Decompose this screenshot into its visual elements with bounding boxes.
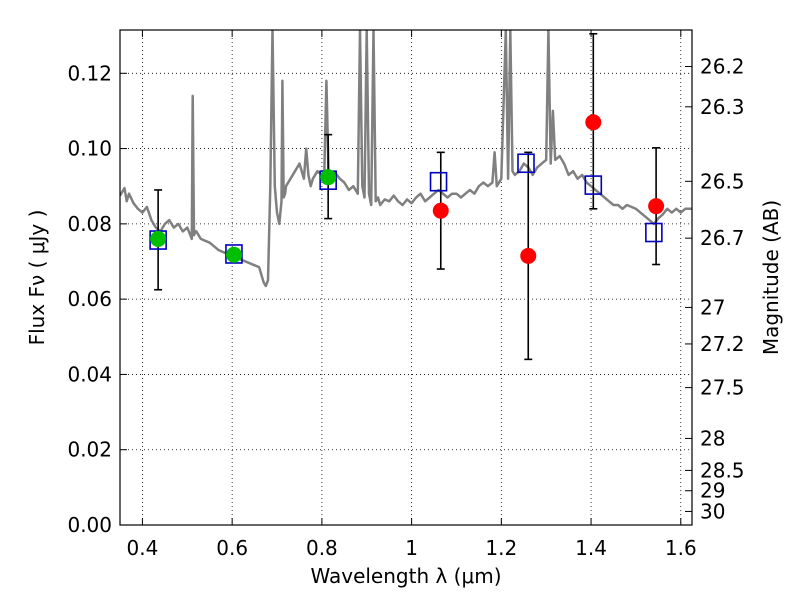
model-square-marker — [429, 171, 448, 192]
right-tick-label: 26.5 — [700, 169, 745, 193]
right-tick-label: 30 — [700, 499, 725, 523]
right-tick-label: 27 — [700, 295, 725, 319]
detections-point — [320, 169, 337, 186]
right-tick-label: 27.2 — [700, 332, 745, 356]
y-tick-label: 0.10 — [67, 137, 112, 161]
right-tick-label: 26.3 — [700, 95, 745, 119]
model-square-marker — [584, 175, 603, 195]
right-tick-label: 27.5 — [700, 376, 745, 400]
measurements-point — [585, 114, 602, 131]
right-tick-label: 28.5 — [700, 458, 745, 482]
y-axis-title: Flux Fν ( μJy ) — [25, 210, 49, 346]
detections-point — [150, 230, 167, 247]
y-tick-label: 0.06 — [67, 287, 112, 311]
y-axis-right-title: Magnitude (AB) — [759, 200, 783, 355]
grid-layer — [120, 30, 692, 526]
y-tick-label: 0.04 — [67, 362, 112, 386]
measurements-point — [520, 247, 537, 264]
spectrum-layer — [120, 30, 692, 288]
spectrum-line — [120, 30, 692, 288]
x-tick-label: 1 — [405, 536, 418, 560]
errorbar-layer — [154, 32, 661, 361]
model-square-marker — [517, 153, 535, 174]
x-tick-label: 0.6 — [216, 536, 248, 560]
detections-point — [225, 246, 242, 263]
measurements-point — [648, 198, 665, 215]
tick-layer: 0.4 0.6 0.8 1 1.2 1.4 1.6 0.00 0.02 0.04 0.06 0.08 0… — [67, 30, 745, 560]
model-square-marker — [225, 244, 243, 264]
measurements-point — [432, 202, 449, 219]
marker-layer — [149, 114, 665, 264]
right-tick-label: 28 — [700, 426, 725, 450]
x-tick-label: 1.4 — [575, 536, 607, 560]
x-tick-label: 0.4 — [127, 536, 159, 560]
right-tick-label: 26.2 — [700, 55, 745, 79]
x-tick-label: 0.8 — [306, 536, 338, 560]
plot-frame — [119, 29, 693, 526]
x-tick-label: 1.6 — [665, 536, 697, 560]
x-tick-label: 1.2 — [485, 536, 517, 560]
right-tick-label: 26.7 — [700, 226, 745, 250]
y-tick-label: 0.12 — [67, 61, 112, 85]
model-square-marker — [645, 222, 663, 243]
right-tick-label: 29 — [700, 479, 725, 503]
y-tick-label: 0.08 — [67, 212, 112, 236]
y-tick-label: 0.02 — [67, 438, 112, 462]
y-tick-label: 0.00 — [67, 513, 112, 537]
x-axis-title: Wavelength λ (μm) — [310, 564, 501, 588]
